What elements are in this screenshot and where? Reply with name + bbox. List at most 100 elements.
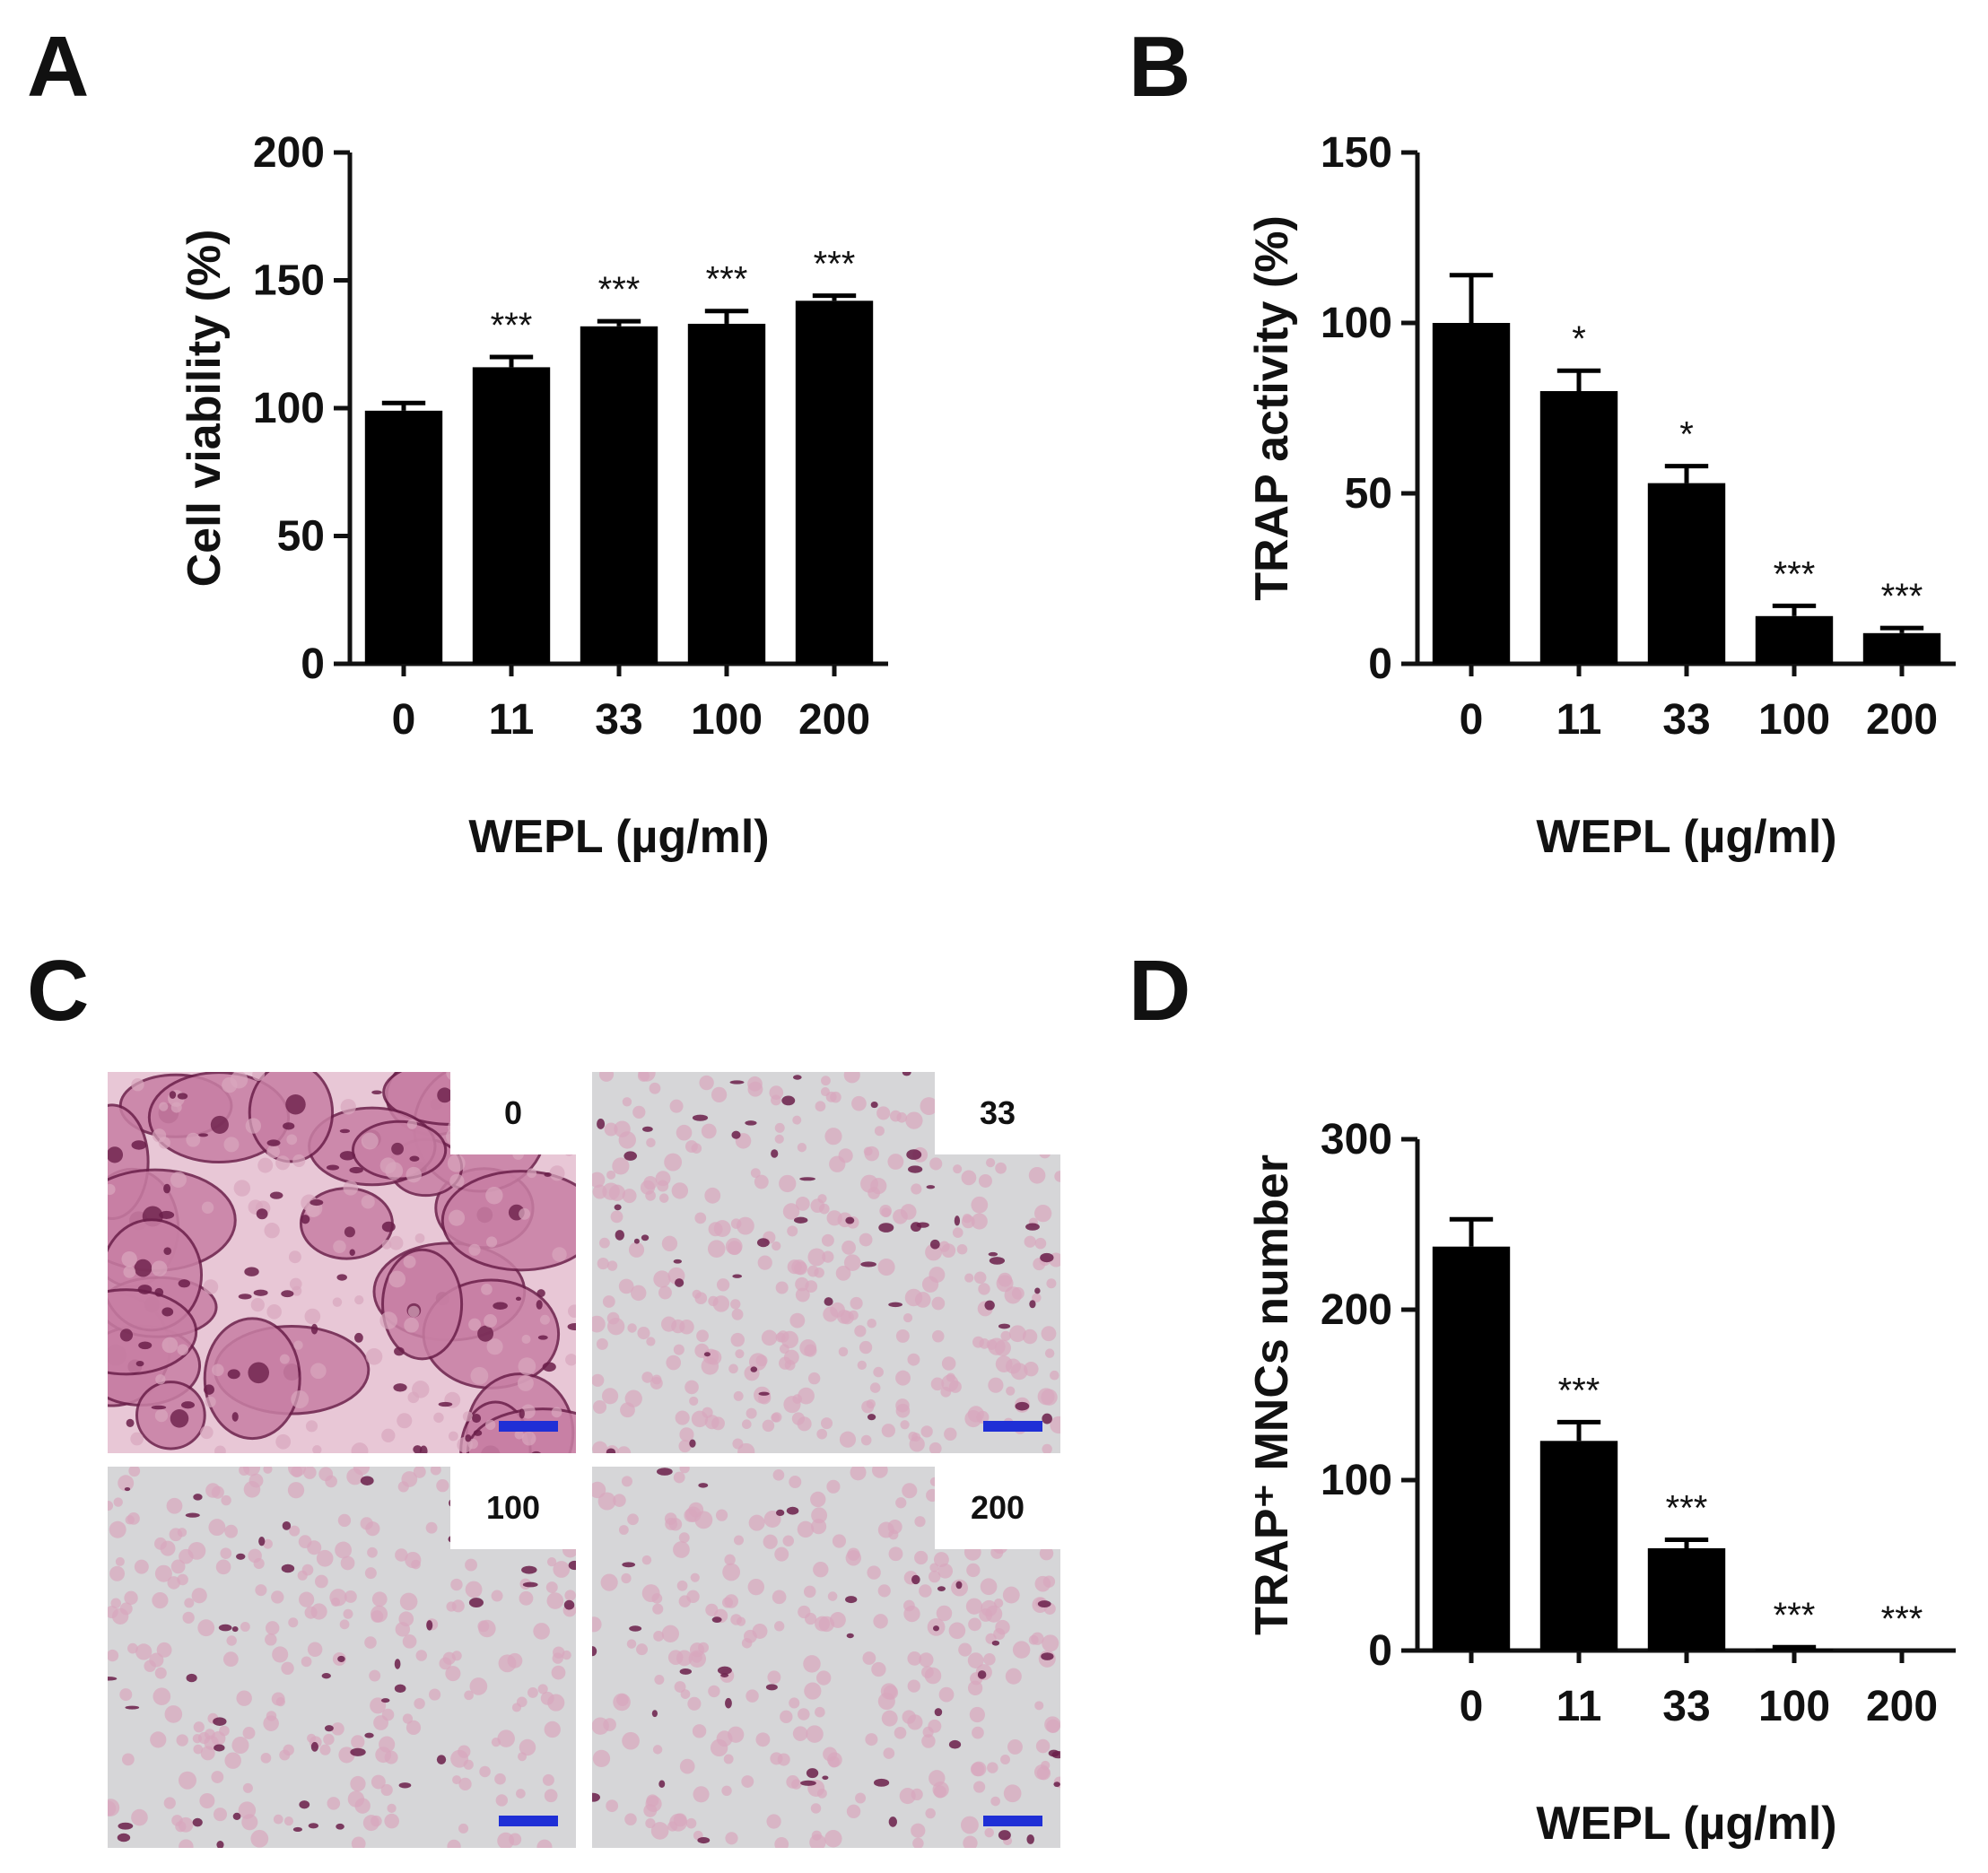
cell — [981, 1599, 998, 1617]
stained-cell — [907, 1165, 923, 1173]
stained-cell — [394, 1346, 405, 1356]
stained-cell — [606, 1448, 616, 1453]
cell — [654, 1674, 665, 1685]
cell — [497, 1832, 515, 1848]
cell — [1002, 1586, 1020, 1604]
cell — [155, 1374, 166, 1385]
cell — [679, 1427, 694, 1442]
stained-cell — [765, 1684, 778, 1691]
cell — [716, 1278, 730, 1292]
cell — [621, 1476, 632, 1487]
x-tick-label: 11 — [1556, 696, 1602, 744]
cell — [841, 1240, 856, 1255]
cell — [231, 1736, 249, 1755]
cell — [971, 1196, 989, 1214]
cell — [1010, 1363, 1028, 1381]
cell — [692, 1724, 707, 1738]
cell — [650, 1822, 669, 1840]
stained-cell — [169, 1091, 177, 1099]
cell — [772, 1468, 785, 1481]
stained-cell — [592, 1646, 597, 1657]
cell — [867, 1319, 876, 1329]
cell — [859, 1233, 873, 1247]
cell — [498, 1654, 517, 1673]
cell — [624, 1813, 637, 1825]
nucleus — [531, 1450, 542, 1453]
stained-cell — [860, 1261, 876, 1268]
cell — [838, 1346, 849, 1357]
y-tick-label: 200 — [253, 129, 325, 177]
cell — [907, 1651, 922, 1666]
cell — [552, 1247, 567, 1262]
stained-cell — [326, 1164, 340, 1171]
cell — [920, 1097, 938, 1115]
cell — [519, 1738, 536, 1756]
bar — [364, 410, 443, 664]
cell — [468, 1318, 482, 1331]
cell — [730, 1299, 741, 1310]
cell — [121, 1753, 135, 1766]
y-tick-label: 50 — [1345, 470, 1392, 518]
stained-cell — [339, 1151, 356, 1161]
stained-cell — [238, 1294, 252, 1300]
cell — [1008, 1325, 1026, 1343]
cell — [708, 1685, 720, 1698]
stained-cell — [515, 1296, 522, 1302]
bar — [1862, 632, 1941, 664]
cell — [865, 1733, 878, 1747]
cell — [967, 1652, 984, 1668]
x-tick-label: 0 — [1460, 1683, 1484, 1730]
cell — [215, 1559, 231, 1575]
stained-cell — [720, 1673, 729, 1677]
cell — [789, 1476, 802, 1489]
cell — [464, 1690, 474, 1701]
stained-cell — [125, 1705, 140, 1710]
cell — [469, 1677, 488, 1695]
cell — [772, 1241, 781, 1251]
cell — [658, 1193, 669, 1203]
cell — [641, 1555, 652, 1565]
x-tick-label: 100 — [1758, 1683, 1830, 1730]
cell — [895, 1403, 911, 1418]
cell — [816, 1788, 827, 1799]
cell — [205, 1396, 216, 1407]
cell — [967, 1680, 983, 1695]
stained-cell — [126, 1418, 135, 1427]
cell — [1031, 1632, 1044, 1645]
cell — [864, 1146, 880, 1162]
stained-cell — [732, 1274, 743, 1278]
cell — [151, 1260, 168, 1276]
stained-cell — [758, 1391, 770, 1396]
cell — [673, 1471, 685, 1484]
cell — [1012, 1641, 1031, 1659]
stained-cell — [776, 1509, 785, 1517]
stained-cell — [218, 1624, 232, 1632]
cell — [754, 1174, 769, 1189]
cell — [960, 1816, 979, 1834]
stained-cell — [1034, 1287, 1041, 1294]
cell — [995, 1355, 1013, 1372]
cell — [653, 1270, 671, 1288]
stained-cell — [902, 1072, 911, 1076]
cell — [495, 1794, 509, 1807]
cell — [337, 1513, 352, 1528]
cell — [404, 1317, 419, 1333]
cell — [907, 1353, 920, 1366]
cell — [770, 1752, 783, 1765]
stained-cell — [711, 1616, 722, 1623]
stained-cell — [792, 1075, 802, 1080]
cell — [402, 1713, 414, 1724]
cell — [310, 1363, 327, 1380]
cell — [283, 1816, 293, 1826]
stained-cell — [185, 1512, 200, 1518]
significance-marker: *** — [1774, 554, 1816, 594]
cell — [873, 1614, 888, 1629]
stained-cell — [679, 1668, 693, 1675]
cell — [1042, 1634, 1059, 1652]
cell — [854, 1325, 867, 1337]
stained-cell — [244, 1267, 259, 1276]
cell — [407, 1305, 420, 1318]
cell — [381, 1428, 396, 1442]
cell — [263, 1538, 273, 1549]
stained-cell — [800, 1780, 816, 1786]
